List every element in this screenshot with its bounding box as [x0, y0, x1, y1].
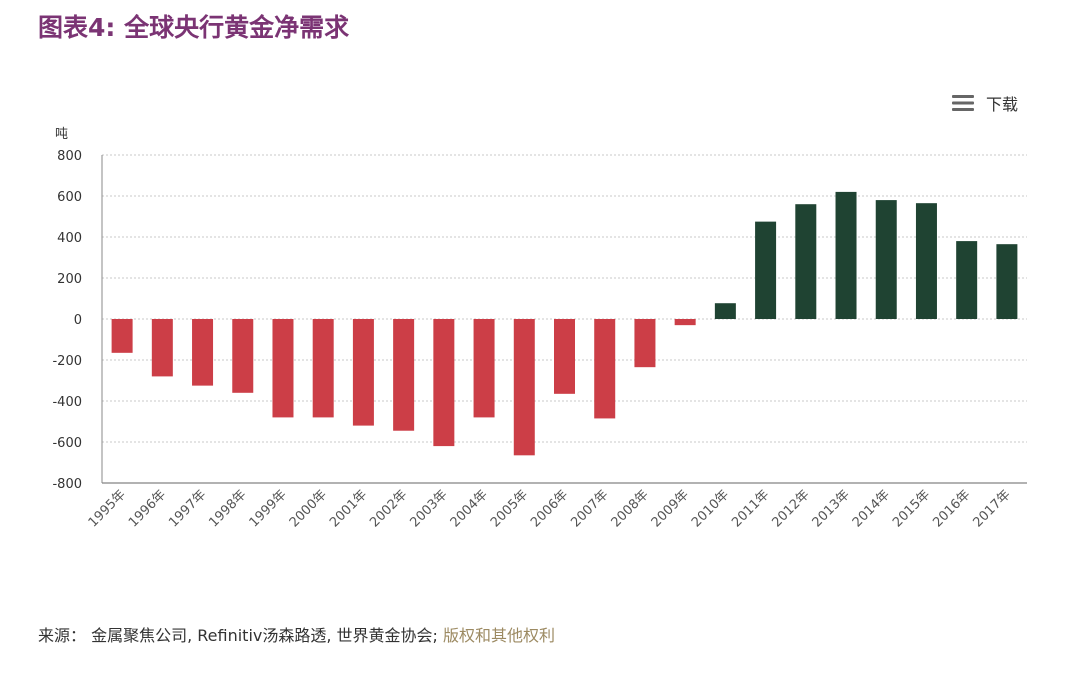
x-tick-label: 1996年 [126, 487, 169, 530]
y-axis-label: 吨 [55, 127, 68, 142]
bar-1997年[interactable] [192, 319, 214, 386]
bar-1998年[interactable] [232, 319, 254, 393]
x-tick-label: 1999年 [247, 487, 290, 530]
x-tick-label: 2016年 [930, 487, 973, 530]
y-tick-label: -600 [52, 436, 82, 451]
x-tick-label: 2009年 [649, 487, 692, 530]
x-tick-label: 2014年 [850, 487, 893, 530]
bar-2011年[interactable] [755, 221, 777, 319]
menu-icon [952, 95, 974, 111]
x-tick-label: 1997年 [166, 487, 209, 530]
gridlines [101, 154, 1027, 484]
x-tick-label: 1998年 [206, 487, 249, 530]
x-tick-label: 2015年 [890, 487, 933, 530]
x-tick-label: 2012年 [769, 487, 812, 530]
x-tick-label: 2002年 [367, 487, 410, 530]
x-tick-label: 2011年 [729, 487, 772, 530]
bar-2008年[interactable] [634, 319, 656, 368]
x-tick-label: 2004年 [448, 487, 491, 530]
x-tick-label: 2013年 [810, 487, 853, 530]
x-tick-label: 2008年 [609, 487, 652, 530]
bar-2015年[interactable] [915, 203, 937, 319]
bar-2007年[interactable] [594, 319, 616, 419]
x-tick-label: 2005年 [488, 487, 531, 530]
source-text: 来源： 金属聚焦公司, Refinitiv汤森路透, 世界黄金协会; [38, 626, 444, 645]
bars [111, 191, 1018, 456]
source-note: 来源： 金属聚焦公司, Refinitiv汤森路透, 世界黄金协会; 版权和其他… [38, 622, 555, 646]
bar-2002年[interactable] [393, 319, 415, 431]
bar-1999年[interactable] [272, 319, 294, 418]
y-tick-label: 600 [57, 190, 82, 205]
bar-2004年[interactable] [473, 319, 495, 418]
y-tick-label: -800 [52, 477, 82, 492]
x-tick-label: 2003年 [407, 487, 450, 530]
y-tick-label: 400 [57, 231, 82, 246]
bar-2017年[interactable] [996, 244, 1018, 319]
download-label: 下载 [986, 95, 1019, 114]
x-tick-label: 2001年 [327, 487, 370, 530]
y-tick-label: -200 [52, 354, 82, 369]
x-axis-labels: 1995年1996年1997年1998年1999年2000年2001年2002年… [86, 487, 1014, 530]
x-tick-label: 1995年 [86, 487, 129, 530]
bar-2013年[interactable] [835, 191, 857, 319]
x-tick-label: 2000年 [287, 487, 330, 530]
x-tick-label: 2006年 [528, 487, 571, 530]
bar-2012年[interactable] [795, 204, 817, 319]
bar-2000年[interactable] [312, 319, 334, 418]
bar-2003年[interactable] [433, 319, 455, 447]
y-axis-ticks: 800 600 400 200 0 -200 -400 -600 -800 [52, 149, 82, 492]
bar-2005年[interactable] [513, 319, 535, 456]
bar-2006年[interactable] [554, 319, 575, 394]
x-tick-label: 2017年 [971, 487, 1014, 530]
bar-1996年[interactable] [151, 319, 173, 377]
y-tick-label: -400 [52, 395, 82, 410]
bar-2009年[interactable] [674, 319, 696, 326]
y-tick-label: 0 [74, 313, 82, 328]
bar-2010年[interactable] [714, 303, 736, 319]
download-button[interactable]: 下载 [952, 91, 1018, 115]
bar-2001年[interactable] [352, 319, 374, 426]
x-tick-label: 2010年 [689, 487, 732, 530]
x-tick-label: 2007年 [568, 487, 611, 530]
bar-2016年[interactable] [956, 241, 978, 319]
chart-title: 图表4: 全球央行黄金净需求 [38, 13, 350, 42]
bar-1995年[interactable] [111, 319, 133, 353]
y-tick-label: 800 [57, 149, 82, 164]
y-tick-label: 200 [57, 272, 82, 287]
bar-2014年[interactable] [875, 200, 897, 319]
rights-link[interactable]: 版权和其他权利 [443, 626, 556, 645]
